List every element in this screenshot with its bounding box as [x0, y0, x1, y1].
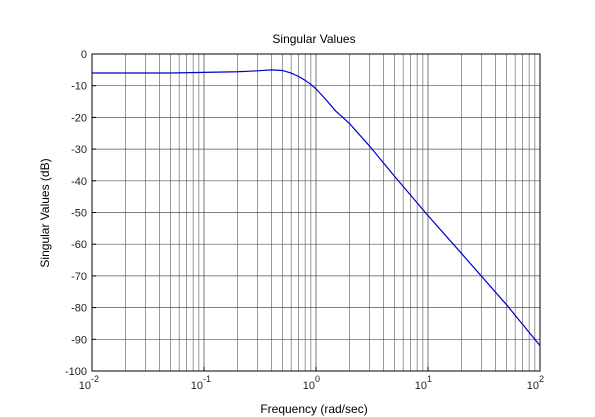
y-tick-label: -90 [71, 334, 87, 346]
y-tick-label: -30 [71, 144, 87, 156]
x-tick-label-base: 10 [191, 380, 203, 392]
singular-value-series-line [92, 69, 541, 347]
y-axis-label: Singular Values (dB) [38, 158, 52, 267]
axis-ticks: 0-10-20-30-40-50-60-70-80-90-10010-210-1… [65, 49, 544, 392]
x-tick-label-exponent: 2 [539, 374, 544, 384]
y-tick-label: 0 [81, 49, 87, 61]
x-tick-label-exponent: -1 [203, 374, 211, 384]
y-tick-label: -50 [71, 208, 87, 220]
y-tick-label: -80 [71, 303, 87, 315]
x-tick-label-base: 10 [79, 380, 91, 392]
x-axis-label: Frequency (rad/sec) [260, 402, 367, 416]
y-tick-label: -70 [71, 271, 87, 283]
x-tick-label-exponent: -2 [91, 374, 99, 384]
x-tick-label-exponent: 0 [315, 374, 320, 384]
x-tick-label-base: 10 [303, 380, 315, 392]
series-layer [92, 69, 541, 347]
y-tick-label: -100 [65, 366, 87, 378]
y-tick-label: -20 [71, 112, 87, 124]
chart-title: Singular Values [272, 32, 355, 46]
x-tick-label-exponent: 1 [427, 374, 432, 384]
y-tick-label: -10 [71, 81, 87, 93]
x-tick-label-base: 10 [527, 380, 539, 392]
x-tick-label-base: 10 [415, 380, 427, 392]
y-tick-label: -60 [71, 239, 87, 251]
y-tick-label: -40 [71, 176, 87, 188]
